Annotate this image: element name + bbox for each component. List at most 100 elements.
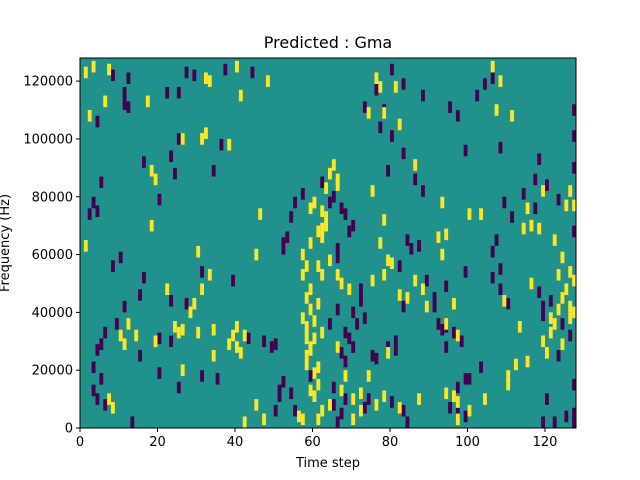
heatmap-cell-low	[111, 260, 115, 272]
heatmap-cell-low	[99, 338, 104, 350]
heatmap-cell-low	[510, 211, 515, 223]
heatmap-cell-high	[304, 349, 309, 362]
heatmap-cell-high	[467, 404, 472, 417]
heatmap-cell-high	[382, 214, 387, 226]
heatmap-cell-low	[452, 326, 456, 339]
heatmap-cell-low	[95, 344, 100, 356]
heatmap-cell-high	[421, 283, 425, 296]
heatmap-cell-low	[560, 318, 565, 330]
heatmap-cell-high	[556, 269, 561, 281]
heatmap-cell-low	[572, 130, 577, 142]
heatmap-cell-low	[273, 404, 278, 417]
heatmap-cell-low	[572, 104, 577, 116]
heatmap-cell-high	[207, 269, 212, 281]
heatmap-cell-low	[200, 370, 205, 382]
heatmap-cell-high	[320, 326, 325, 339]
heatmap-cell-high	[552, 234, 557, 246]
heatmap-cell-low	[285, 231, 290, 243]
heatmap-cell-low	[432, 300, 437, 313]
heatmap-cell-low	[483, 78, 487, 90]
heatmap-cell-high	[386, 254, 391, 267]
heatmap-cell-low	[184, 66, 189, 79]
heatmap-cell-low	[219, 138, 224, 151]
heatmap-cell-high	[207, 75, 212, 87]
heatmap-cell-high	[378, 237, 383, 249]
heatmap-cell-high	[304, 332, 309, 345]
heatmap-cell-high	[568, 266, 573, 278]
heatmap-cell-high	[359, 404, 363, 417]
heatmap-cell-high	[502, 295, 507, 307]
heatmap-cell-low	[103, 399, 108, 411]
heatmap-cell-high	[455, 329, 460, 342]
heatmap-cell-low	[556, 193, 561, 206]
heatmap-cell-low	[397, 260, 402, 272]
y-tick-label: 100000	[23, 132, 73, 147]
heatmap-cell-low	[359, 283, 363, 296]
heatmap-cell-low	[545, 393, 549, 405]
heatmap-cell-low	[548, 295, 553, 307]
heatmap-cell-low	[331, 381, 336, 394]
heatmap-cell-low	[390, 396, 394, 408]
heatmap-cell-high	[262, 413, 267, 426]
heatmap-cell-high	[548, 326, 553, 339]
heatmap-cell-high	[176, 326, 181, 339]
heatmap-cell-low	[126, 101, 131, 113]
heatmap-cell-low	[184, 297, 189, 310]
heatmap-cell-high	[351, 393, 356, 405]
heatmap-cell-high	[397, 289, 402, 301]
heatmap-cell-high	[436, 231, 441, 243]
heatmap-cell-high	[308, 237, 313, 249]
heatmap-cell-low	[502, 196, 507, 209]
heatmap-cell-low	[386, 164, 391, 177]
heatmap-cell-high	[572, 306, 577, 319]
heatmap-cell-low	[374, 352, 379, 365]
heatmap-cell-low	[405, 416, 410, 428]
heatmap-cell-low	[572, 378, 577, 391]
heatmap-cell-low	[173, 167, 177, 180]
heatmap-cell-high	[366, 370, 371, 382]
heatmap-cell-high	[374, 399, 379, 411]
heatmap-cell-high	[564, 199, 569, 212]
heatmap-cell-high	[312, 196, 317, 209]
heatmap-cell-high	[200, 133, 205, 145]
heatmap-cell-high	[165, 283, 170, 296]
heatmap-cell-high	[417, 393, 422, 405]
heatmap-cell-low	[215, 373, 220, 385]
heatmap-cell-low	[339, 347, 344, 359]
heatmap-cell-high	[331, 159, 336, 171]
heatmap-cell-high	[556, 303, 561, 316]
heatmap-cell-high	[521, 222, 526, 235]
heatmap-cell-high	[328, 167, 332, 180]
heatmap-cell-high	[107, 63, 112, 76]
heatmap-cell-high	[304, 358, 309, 371]
heatmap-cell-low	[328, 318, 332, 330]
heatmap-cell-low	[130, 416, 135, 428]
heatmap-cell-low	[494, 234, 499, 246]
heatmap-cell-high	[343, 370, 348, 382]
x-tick-label: 100	[455, 435, 480, 450]
heatmap-cell-low	[498, 263, 503, 275]
heatmap-cell-high	[231, 329, 236, 342]
heatmap-cell-low	[444, 280, 449, 293]
heatmap-cell-low	[281, 243, 286, 255]
heatmap-cell-high	[572, 199, 577, 212]
heatmap-cell-low	[91, 196, 96, 209]
heatmap-cell-high	[525, 355, 530, 368]
heatmap-cell-low	[436, 318, 441, 330]
heatmap-cell-high	[405, 292, 410, 304]
heatmap-cell-high	[188, 306, 193, 319]
heatmap-cell-low	[463, 266, 468, 278]
heatmap-cell-low	[370, 349, 375, 362]
heatmap-cell-high	[227, 338, 232, 350]
x-tick-label: 120	[533, 435, 558, 450]
heatmap-cell-low	[401, 300, 406, 313]
heatmap-cell-high	[118, 329, 123, 342]
heatmap-cell-low	[169, 150, 174, 163]
heatmap-cell-high	[560, 338, 565, 350]
heatmap-cell-high	[320, 269, 325, 281]
heatmap-cell-low	[273, 338, 278, 350]
heatmap-cell-low	[362, 101, 367, 113]
heatmap-cell-high	[126, 318, 131, 330]
heatmap-cell-low	[366, 393, 371, 405]
heatmap-cell-high	[370, 274, 375, 287]
